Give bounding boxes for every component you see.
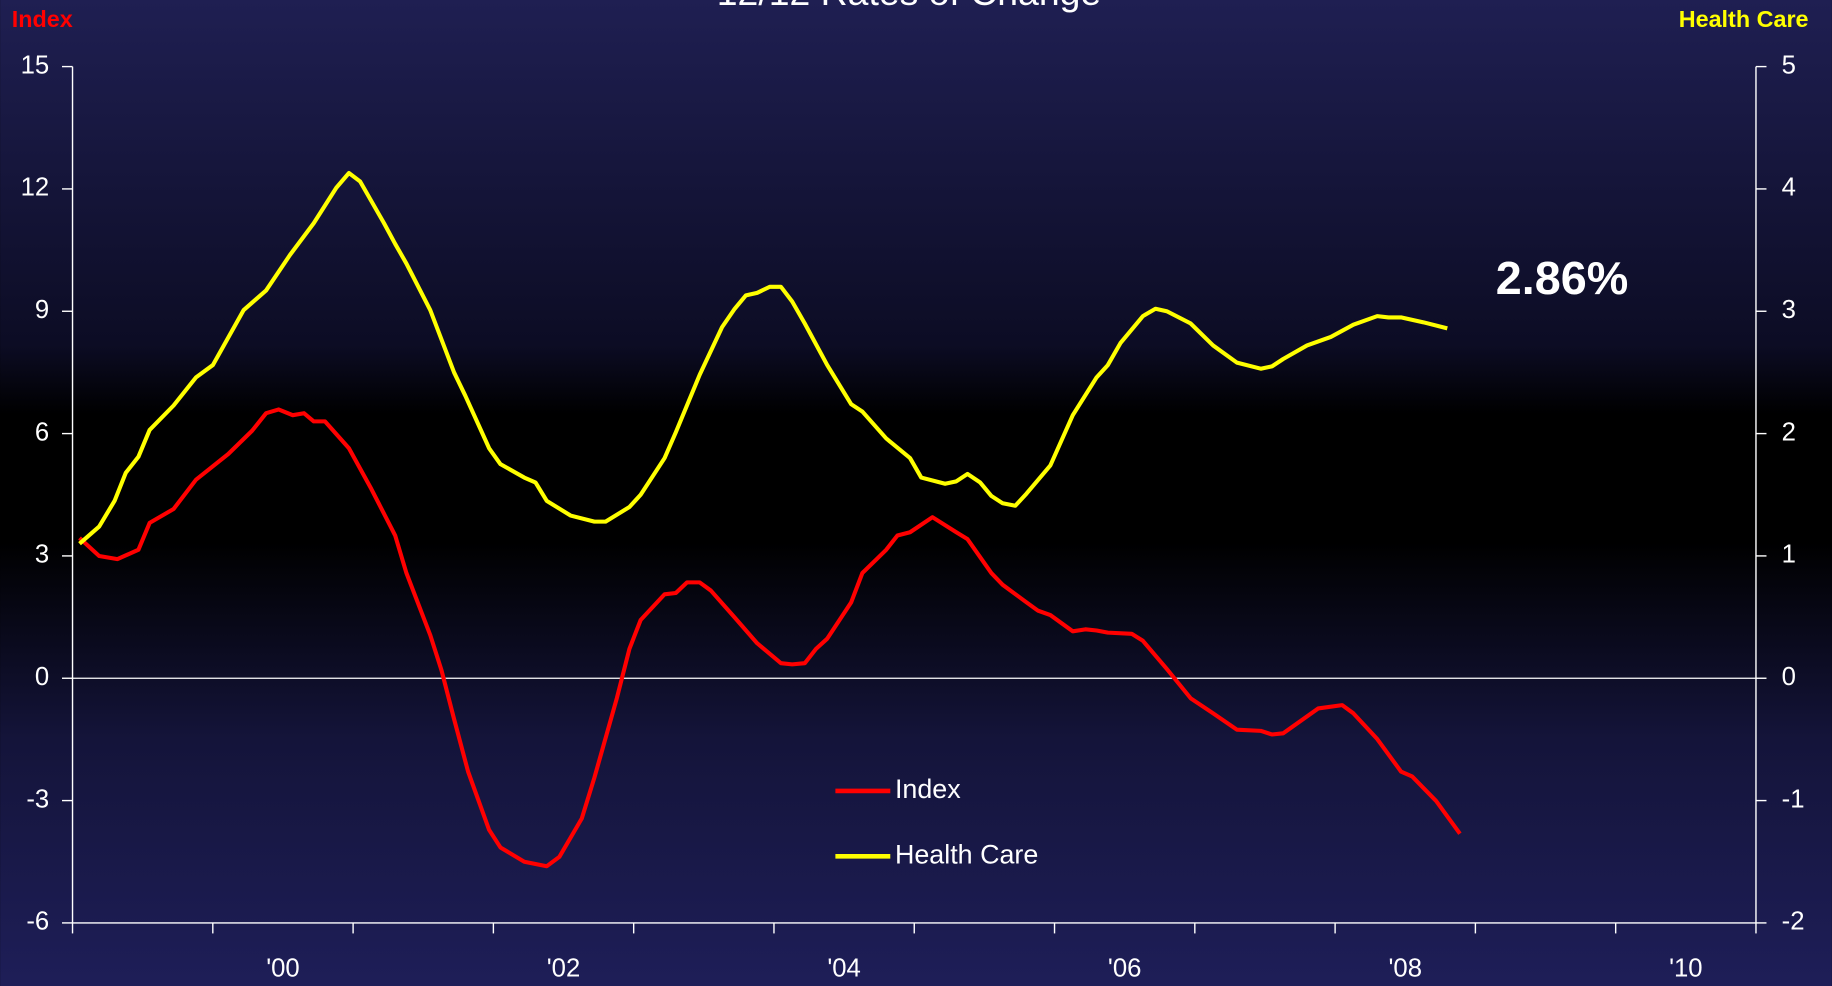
y2-axis-label: Health Care [1679, 6, 1809, 32]
x-tick-label: '04 [827, 954, 860, 982]
x-tick-label: '08 [1389, 954, 1422, 982]
y-tick-label: 9 [35, 296, 49, 324]
line-series [78, 170, 1448, 546]
legend-label: Index [895, 774, 961, 804]
legend-label: Health Care [895, 839, 1038, 869]
y2-tick-label: 1 [1782, 541, 1796, 569]
y-tick-label: 12 [21, 174, 50, 202]
y2-tick-label: 2 [1782, 418, 1796, 446]
y2-tick-label: 3 [1782, 296, 1796, 324]
y-tick-label: 0 [35, 663, 49, 691]
y-tick-label: 6 [35, 418, 49, 446]
y-axis-label: Index [12, 6, 73, 32]
annotation: 2.86% [1496, 252, 1628, 304]
y-tick-label: -3 [26, 785, 49, 813]
y2-tick-label: 5 [1782, 51, 1796, 79]
y2-tick-label: 0 [1782, 663, 1796, 691]
y2-tick-label: 4 [1782, 174, 1796, 202]
y2-tick-label: -1 [1782, 785, 1805, 813]
x-tick-label: '02 [547, 954, 580, 982]
y-tick-label: 3 [35, 541, 49, 569]
line-series [78, 407, 1462, 869]
x-tick-label: '06 [1108, 954, 1141, 982]
x-tick-label: '00 [266, 954, 299, 982]
y-tick-label: 15 [21, 51, 50, 79]
chart-title: 12/12 Rates of Change [717, 0, 1101, 13]
y2-tick-label: -2 [1782, 908, 1805, 936]
x-tick-label: '10 [1669, 954, 1702, 982]
legend: Index Health Care [835, 774, 1038, 869]
y-tick-label: -6 [26, 908, 49, 936]
